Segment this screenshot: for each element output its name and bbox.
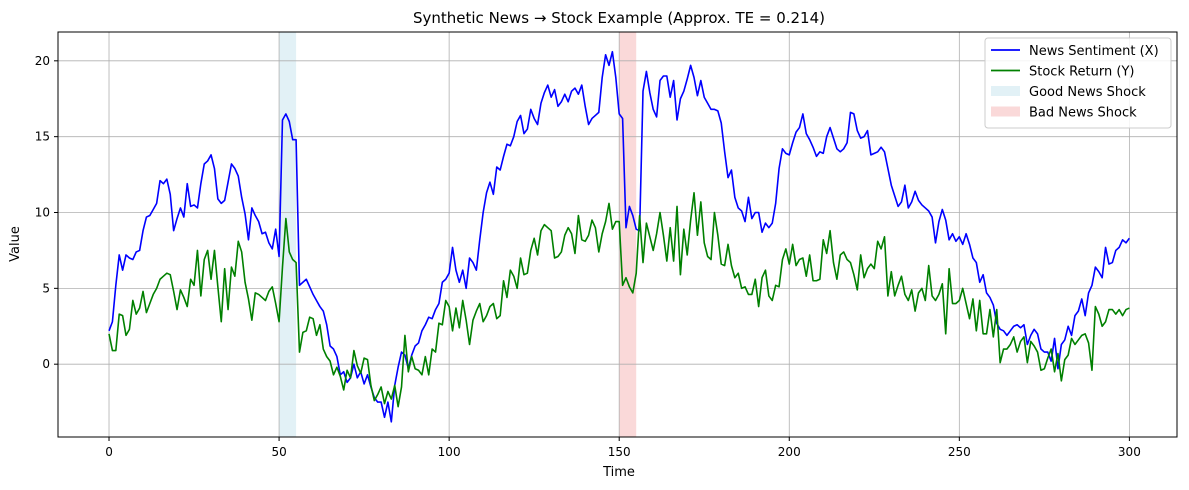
legend-swatch-3	[991, 86, 1020, 96]
legend: News Sentiment (X) Stock Return (Y) Good N…	[984, 37, 1172, 129]
x-tick-label: 100	[438, 445, 461, 459]
y-tick-label: 15	[35, 130, 50, 144]
y-tick-label: 10	[35, 206, 50, 220]
shaded-region-2	[619, 32, 637, 437]
x-axis-ticks: 0 50 100 150 200 250 300	[105, 437, 1141, 459]
x-tick-label: 300	[1118, 445, 1141, 459]
x-tick-label: 150	[608, 445, 631, 459]
x-tick-label: 0	[105, 445, 113, 459]
legend-label-2: Stock Return (Y)	[1029, 65, 1134, 80]
x-tick-label: 250	[948, 445, 971, 459]
x-axis-label: Time	[602, 465, 635, 480]
legend-swatch-4	[991, 106, 1020, 117]
series-lines	[108, 50, 1131, 423]
chart-title: Synthetic News → Stock Example (Approx. …	[413, 9, 825, 27]
y-axis-label: Value	[8, 226, 23, 262]
plot-frame	[57, 31, 1178, 438]
x-tick-label: 50	[271, 445, 286, 459]
y-tick-label: 0	[42, 357, 50, 371]
y-tick-label: 5	[42, 281, 50, 295]
y-axis-ticks: 0 5 10 15 20	[35, 54, 58, 371]
legend-label-4: Bad News Shock	[1029, 106, 1137, 121]
legend-label-1: News Sentiment (X)	[1029, 44, 1159, 59]
y-tick-label: 20	[35, 54, 50, 68]
x-tick-label: 200	[778, 445, 801, 459]
series-line-2	[108, 191, 1130, 408]
legend-box	[984, 37, 1172, 129]
legend-label-3: Good News Shock	[1029, 85, 1146, 100]
series-line-1	[108, 50, 1131, 423]
